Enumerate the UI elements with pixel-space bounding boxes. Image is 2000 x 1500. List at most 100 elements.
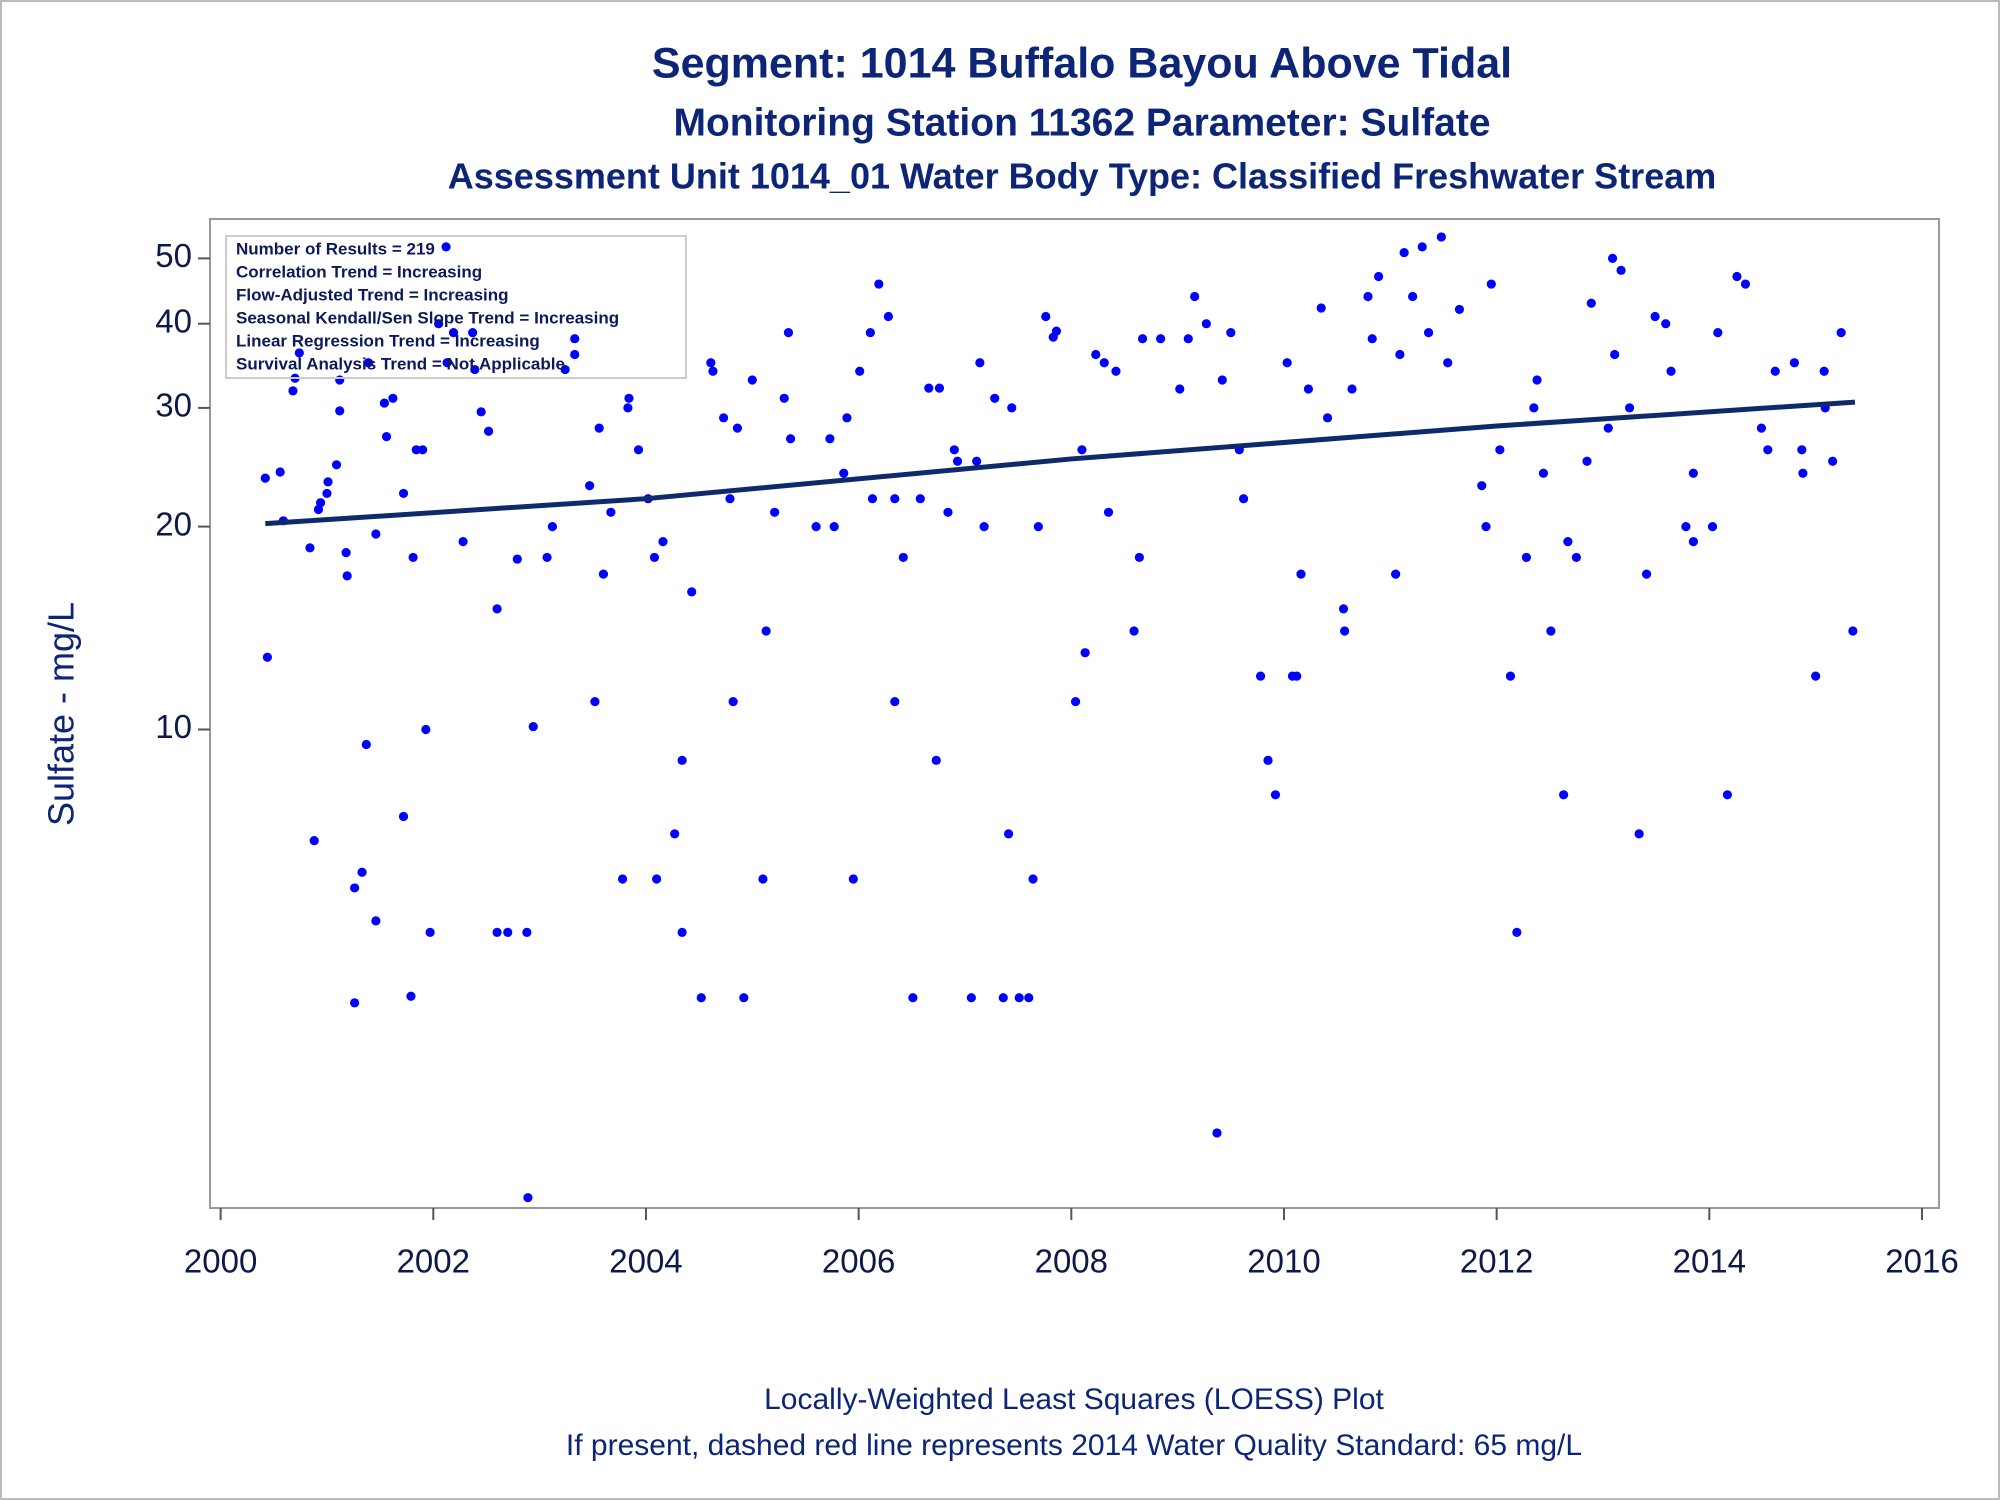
data-point xyxy=(1129,626,1139,636)
data-point xyxy=(1763,445,1773,455)
data-point xyxy=(1688,537,1698,547)
data-point xyxy=(1481,521,1491,532)
data-point xyxy=(708,366,718,376)
data-point xyxy=(434,319,444,329)
data-point xyxy=(1713,328,1723,338)
x-tick-label: 2006 xyxy=(822,1243,895,1280)
data-point xyxy=(1099,358,1109,368)
data-point xyxy=(379,398,389,408)
data-point xyxy=(825,434,835,444)
data-point xyxy=(718,413,729,423)
data-point xyxy=(785,434,796,444)
data-point xyxy=(855,366,865,376)
x-tick-label: 2014 xyxy=(1673,1243,1746,1280)
data-point xyxy=(1417,242,1427,252)
data-point xyxy=(1538,468,1549,478)
data-point xyxy=(1740,279,1751,289)
data-point xyxy=(1347,384,1357,394)
data-point xyxy=(758,874,768,884)
x-tick-label: 2004 xyxy=(609,1243,682,1280)
data-point xyxy=(1137,334,1148,344)
data-point xyxy=(585,481,595,491)
data-point xyxy=(1512,927,1522,937)
data-point xyxy=(747,375,757,385)
data-point xyxy=(1423,328,1434,338)
x-tick-label: 2012 xyxy=(1460,1243,1533,1280)
data-point xyxy=(770,507,780,517)
data-point xyxy=(652,874,662,884)
data-point xyxy=(842,413,852,423)
data-point xyxy=(1707,521,1718,532)
data-point xyxy=(418,445,428,455)
data-point xyxy=(421,724,431,735)
data-point xyxy=(323,477,333,487)
data-point xyxy=(458,537,468,547)
data-point xyxy=(931,755,941,765)
data-point xyxy=(1395,349,1405,360)
data-point xyxy=(1603,423,1613,433)
data-point xyxy=(1798,468,1808,478)
data-point xyxy=(725,494,735,504)
data-point xyxy=(624,393,634,403)
data-point xyxy=(1041,311,1051,322)
y-tick-label: 20 xyxy=(155,505,192,542)
annotation: Survival Analysis Trend = Not Applicable xyxy=(236,354,565,373)
data-point xyxy=(739,993,749,1003)
chart-subtitle: Monitoring Station 11362 Parameter: Sulf… xyxy=(673,101,1490,144)
data-point xyxy=(371,529,381,539)
data-point xyxy=(1571,552,1581,563)
data-point xyxy=(1003,829,1014,839)
y-axis-label: Sulfate - mg/L xyxy=(41,602,82,826)
data-point xyxy=(335,375,345,385)
data-point xyxy=(1811,671,1821,681)
data-point xyxy=(425,927,435,937)
y-tick-label: 30 xyxy=(155,387,192,424)
data-point xyxy=(1282,358,1292,368)
y-tick-label: 40 xyxy=(155,302,192,339)
data-point xyxy=(658,537,668,547)
data-point xyxy=(1296,569,1306,579)
data-point xyxy=(398,488,409,499)
data-point xyxy=(547,521,557,532)
trend-line xyxy=(265,399,1856,527)
data-point xyxy=(1616,265,1626,275)
data-point xyxy=(1033,521,1043,532)
data-point xyxy=(1201,319,1211,329)
data-point xyxy=(598,569,609,579)
data-point xyxy=(617,874,628,884)
data-point xyxy=(442,358,452,368)
data-point xyxy=(1190,291,1200,302)
data-point xyxy=(949,445,959,455)
data-point xyxy=(1111,366,1121,376)
data-point xyxy=(388,393,398,403)
data-point xyxy=(1367,334,1377,344)
data-point xyxy=(728,696,738,707)
data-point xyxy=(1238,494,1249,504)
data-point xyxy=(305,543,315,553)
data-point xyxy=(1024,993,1034,1003)
data-point xyxy=(706,358,716,368)
data-point xyxy=(1546,626,1556,636)
data-point xyxy=(331,460,342,470)
data-point xyxy=(1797,445,1807,455)
data-point xyxy=(468,328,478,338)
data-point xyxy=(288,386,298,396)
data-point xyxy=(1363,291,1373,302)
x-tick-label: 2010 xyxy=(1247,1243,1320,1280)
data-point xyxy=(1722,790,1732,800)
data-point xyxy=(606,507,616,517)
data-point xyxy=(1641,569,1652,579)
data-point xyxy=(542,552,552,563)
data-point xyxy=(1077,445,1087,455)
data-point xyxy=(1732,271,1742,282)
data-point xyxy=(1080,648,1090,658)
data-point xyxy=(1582,456,1592,466)
data-point xyxy=(406,991,416,1001)
data-point xyxy=(952,456,963,466)
data-point xyxy=(696,993,706,1003)
data-point xyxy=(1091,349,1101,360)
data-point xyxy=(1226,328,1236,338)
data-point xyxy=(670,829,680,839)
data-point xyxy=(687,587,697,597)
